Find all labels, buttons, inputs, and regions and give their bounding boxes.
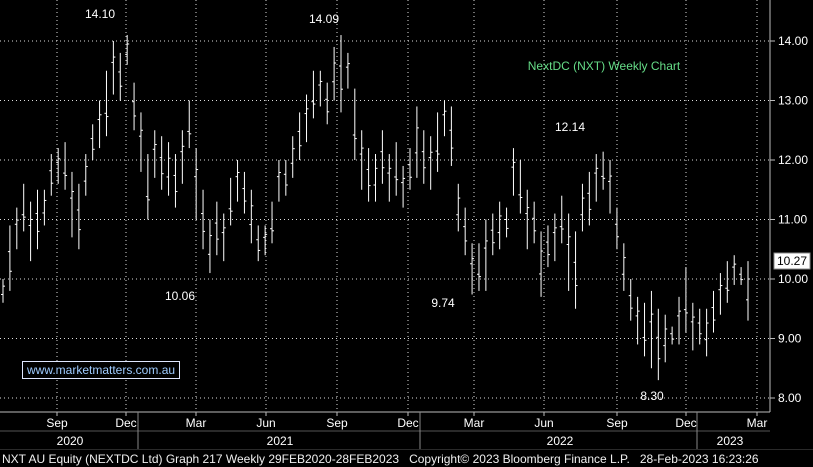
x-month-label: Jun	[256, 416, 275, 430]
x-axis: Sep Dec Mar Jun Sep Dec Mar Jun Sep Dec Mar 2020 202…	[0, 411, 770, 449]
x-month-label: Mar	[186, 416, 207, 430]
x-year-label: 2022	[547, 434, 574, 448]
x-month-label: Sep	[326, 416, 348, 430]
x-month-label: Mar	[747, 416, 768, 430]
chart-title: NextDC (NXT) Weekly Chart	[528, 59, 681, 73]
y-tick-label: 12.00	[778, 153, 808, 167]
grid-lines	[0, 0, 770, 412]
x-month-label: Mar	[464, 416, 485, 430]
x-month-label: Sep	[606, 416, 628, 430]
price-annotation: 14.10	[85, 7, 115, 21]
y-tick-label: 13.00	[778, 94, 808, 108]
price-annotation: 14.09	[309, 12, 339, 26]
x-year-label: 2020	[57, 434, 84, 448]
price-annotation: 8.30	[640, 389, 664, 403]
price-annotation: 12.14	[555, 120, 585, 134]
footer-copyright: Copyright© 2023 Bloomberg Finance L.P.	[409, 451, 630, 466]
x-month-label: Dec	[675, 416, 696, 430]
footer-security: NXT AU Equity (NEXTDC Ltd) Graph 217 Wee…	[2, 451, 400, 466]
x-month-label: Dec	[397, 416, 418, 430]
x-month-label: Sep	[46, 416, 68, 430]
current-price-badge: 10.27	[773, 252, 811, 270]
price-annotation: 9.74	[431, 296, 455, 310]
y-tick-label: 10.00	[778, 272, 808, 286]
y-tick-label: 11.00	[778, 213, 807, 227]
watermark-link[interactable]: www.marketmatters.com.au	[22, 361, 181, 379]
y-tick-label: 14.00	[778, 34, 808, 48]
y-tick-label: 8.00	[778, 391, 802, 405]
footer-timestamp: 28-Feb-2023 16:23:26	[639, 451, 759, 466]
x-month-label: Jun	[534, 416, 553, 430]
y-axis: 14.00 13.00 12.00 11.00 10.00 9.00 8.00	[769, 0, 808, 412]
footer-bar: NXT AU Equity (NEXTDC Ltd) Graph 217 Wee…	[0, 449, 813, 467]
weekly-price-chart: 14.00 13.00 12.00 11.00 10.00 9.00 8.00 Sep Dec…	[0, 0, 811, 449]
annotations: 14.10 14.09 10.06 12.14 9.74 8.30	[85, 7, 664, 403]
x-month-label: Dec	[115, 416, 136, 430]
x-year-label: 2023	[717, 434, 744, 448]
price-annotation: 10.06	[165, 289, 195, 303]
x-year-label: 2021	[267, 434, 294, 448]
y-tick-label: 9.00	[778, 332, 802, 346]
current-price-label: 10.27	[777, 254, 807, 268]
price-bars	[1, 35, 750, 381]
